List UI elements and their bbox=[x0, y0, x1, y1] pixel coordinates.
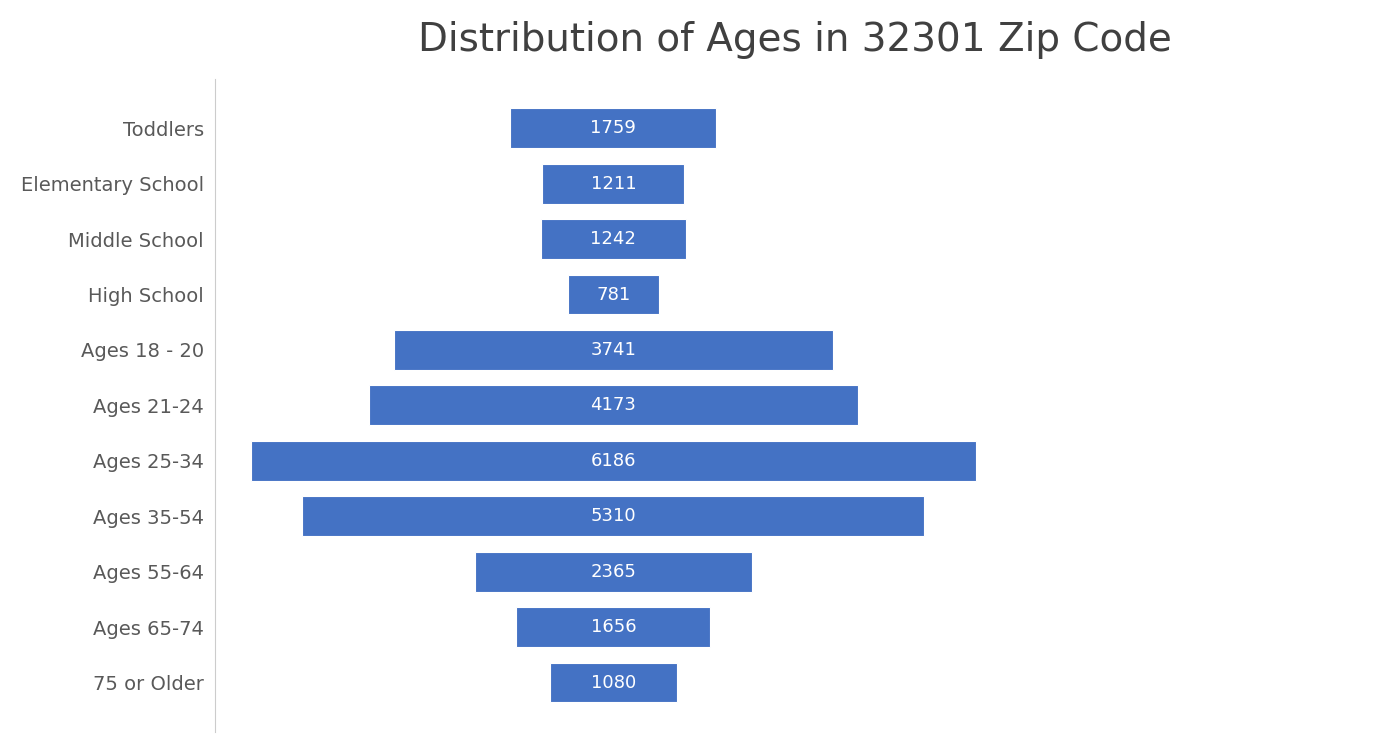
Text: 4173: 4173 bbox=[590, 396, 636, 414]
Bar bbox=[395, 330, 833, 370]
Bar bbox=[303, 496, 925, 536]
Text: 1080: 1080 bbox=[591, 673, 636, 691]
Bar bbox=[516, 607, 710, 647]
Bar bbox=[541, 219, 686, 259]
Text: 781: 781 bbox=[596, 285, 631, 303]
Text: 1759: 1759 bbox=[590, 119, 636, 137]
Text: 2365: 2365 bbox=[590, 562, 636, 581]
Text: 6186: 6186 bbox=[590, 452, 636, 470]
Text: 1656: 1656 bbox=[590, 618, 636, 636]
Text: 3741: 3741 bbox=[590, 341, 636, 359]
Bar bbox=[543, 163, 685, 203]
Bar bbox=[568, 275, 660, 315]
Text: 1242: 1242 bbox=[590, 230, 636, 248]
Bar bbox=[550, 663, 677, 703]
Bar bbox=[474, 552, 752, 592]
Bar bbox=[368, 386, 858, 425]
Title: Distribution of Ages in 32301 Zip Code: Distribution of Ages in 32301 Zip Code bbox=[417, 21, 1172, 59]
Text: 5310: 5310 bbox=[590, 508, 636, 526]
Bar bbox=[511, 108, 717, 148]
Text: 1211: 1211 bbox=[590, 175, 636, 193]
Bar bbox=[251, 441, 976, 480]
